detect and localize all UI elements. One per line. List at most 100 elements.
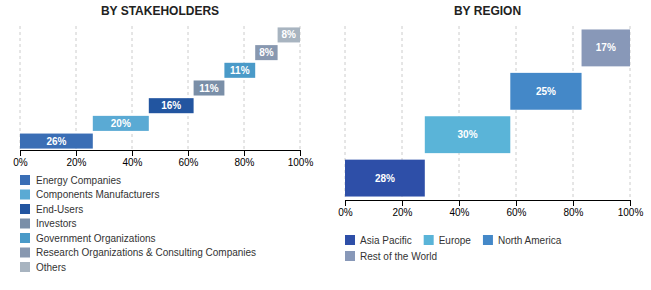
- tick-mark: [516, 200, 517, 206]
- legend-swatch: [20, 204, 30, 214]
- chart-title: BY REGION: [454, 4, 521, 18]
- legend-label: End-Users: [36, 204, 83, 215]
- grid-line: [76, 26, 77, 150]
- tick-mark: [630, 200, 631, 206]
- bar: [510, 73, 581, 110]
- grid-line: [516, 26, 517, 200]
- tick-label: 100%: [618, 207, 644, 218]
- legend-label: Energy Companies: [36, 175, 121, 186]
- axis-line: [21, 151, 301, 157]
- tick-mark: [132, 150, 133, 156]
- grid-line: [459, 26, 460, 200]
- grid: [20, 26, 300, 150]
- data-label: 8%: [259, 47, 274, 58]
- tick-mark: [20, 150, 21, 156]
- bar: [255, 45, 277, 60]
- tick: 80%: [234, 150, 254, 168]
- legend-item: Government Organizations: [20, 233, 156, 244]
- tick-label: 60%: [506, 207, 526, 218]
- grid-line: [20, 26, 21, 150]
- bar: [425, 116, 511, 153]
- legend-label: Research Organizations & Consulting Comp…: [36, 247, 256, 258]
- legend: Energy Companies Components Manufacturers…: [20, 175, 256, 273]
- x-axis: 0% 20% 40% 60% 80% 100%: [13, 150, 313, 168]
- legend-label: Rest of the World: [360, 251, 437, 262]
- bars: [20, 27, 300, 148]
- data-label: 8%: [282, 29, 297, 40]
- tick-label: 40%: [449, 207, 469, 218]
- data-label: 20%: [111, 118, 131, 129]
- tick-label: 80%: [234, 157, 254, 168]
- legend-item: Research Organizations & Consulting Comp…: [20, 247, 256, 258]
- tick: 60%: [178, 150, 198, 168]
- data-label: 28%: [375, 173, 395, 184]
- legend-label: Government Organizations: [36, 233, 156, 244]
- legend-item: North America: [483, 235, 562, 246]
- grid-line: [188, 26, 189, 150]
- legend-swatch: [345, 251, 355, 261]
- tick-mark: [345, 200, 346, 206]
- tick-label: 20%: [392, 207, 412, 218]
- legend-swatch: [483, 235, 493, 245]
- legend-swatch: [20, 262, 30, 272]
- bar: [345, 160, 425, 197]
- legend-label: Asia Pacific: [360, 235, 412, 246]
- bar: [93, 116, 149, 131]
- bar: [224, 63, 255, 78]
- legend-label: Investors: [36, 218, 77, 229]
- data-label: 17%: [596, 42, 616, 53]
- tick-mark: [76, 150, 77, 156]
- data-labels: 26%20%16%11%11%8%8%: [46, 29, 296, 146]
- tick-mark: [188, 150, 189, 156]
- data-label: 26%: [46, 136, 66, 147]
- legend-item: Others: [20, 262, 66, 273]
- chart-panel: BY STAKEHOLDERS26%20%16%11%11%8%8%0%20%4…: [13, 4, 313, 273]
- data-label: 30%: [458, 129, 478, 140]
- tick-label: 60%: [178, 157, 198, 168]
- tick-label: 20%: [66, 157, 86, 168]
- tick-mark: [573, 200, 574, 206]
- tick: 40%: [122, 150, 142, 168]
- tick-mark: [300, 150, 301, 156]
- bar: [149, 98, 194, 113]
- tick-mark: [459, 200, 460, 206]
- grid-line: [573, 26, 574, 200]
- tick-mark: [402, 200, 403, 206]
- tick-mark: [244, 150, 245, 156]
- tick-label: 40%: [122, 157, 142, 168]
- tick-label: 80%: [563, 207, 583, 218]
- legend-item: Asia Pacific: [345, 235, 412, 246]
- grid-line: [300, 26, 301, 150]
- tick: 80%: [563, 200, 583, 218]
- bar: [194, 80, 225, 95]
- grid-line: [244, 26, 245, 150]
- data-label: 25%: [536, 86, 556, 97]
- tick: 0%: [338, 200, 353, 218]
- legend-label: Components Manufacturers: [36, 189, 159, 200]
- bars: [345, 29, 630, 196]
- tick: 60%: [506, 200, 526, 218]
- legend-label: North America: [498, 235, 562, 246]
- legend-label: Europe: [439, 235, 472, 246]
- tick: 20%: [66, 150, 86, 168]
- legend-item: End-Users: [20, 204, 83, 215]
- bar: [582, 29, 630, 66]
- legend-swatch: [20, 219, 30, 229]
- legend-swatch: [20, 233, 30, 243]
- chart-title: BY STAKEHOLDERS: [101, 4, 219, 18]
- axis-line: [346, 201, 631, 207]
- chart-root: BY STAKEHOLDERS26%20%16%11%11%8%8%0%20%4…: [0, 0, 651, 290]
- legend-item: Components Manufacturers: [20, 189, 159, 200]
- data-label: 11%: [199, 83, 219, 94]
- tick-label: 100%: [288, 157, 314, 168]
- chart-panel: BY REGION 28% 30% 25% 17% 0% 20% 40% 60% 80% 100% A…: [338, 4, 643, 262]
- x-axis: 0% 20% 40% 60% 80% 100%: [338, 200, 643, 218]
- tick: 100%: [288, 150, 314, 168]
- bar: [20, 134, 93, 149]
- tick: 0%: [13, 150, 28, 168]
- legend-swatch: [20, 175, 30, 185]
- tick: 100%: [618, 200, 644, 218]
- tick: 40%: [449, 200, 469, 218]
- legend-swatch: [20, 248, 30, 258]
- legend-item: Investors: [20, 218, 77, 229]
